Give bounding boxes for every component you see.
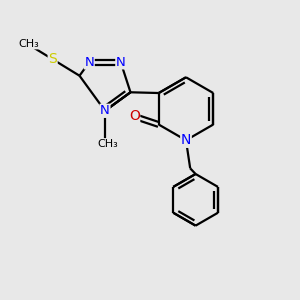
Text: N: N xyxy=(116,56,126,69)
Text: CH₃: CH₃ xyxy=(97,139,118,148)
Text: N: N xyxy=(84,56,94,69)
Text: CH₃: CH₃ xyxy=(18,39,39,49)
Text: N: N xyxy=(181,133,191,147)
Text: O: O xyxy=(129,110,140,123)
Text: N: N xyxy=(100,104,110,117)
Text: S: S xyxy=(48,52,57,66)
